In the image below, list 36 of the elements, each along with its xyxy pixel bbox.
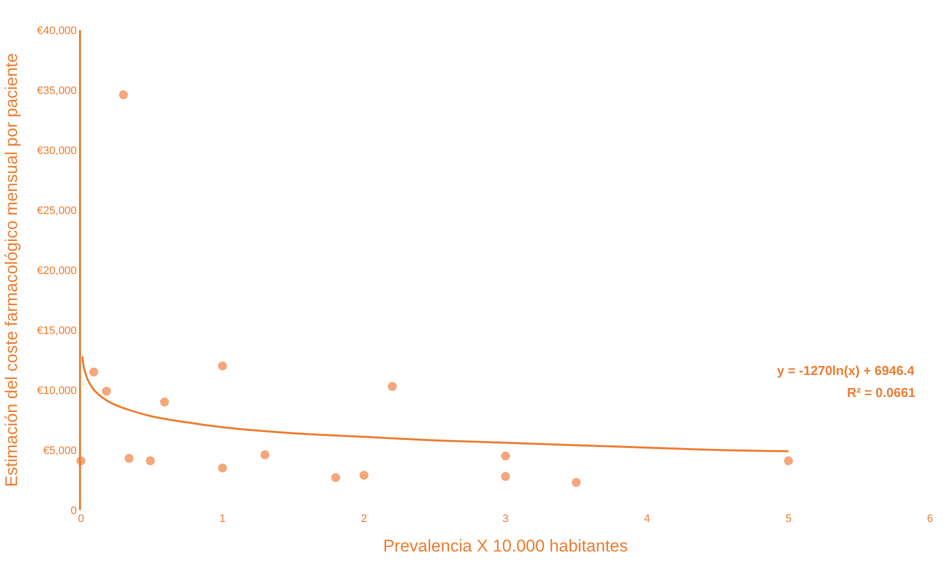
y-axis-title: Estimación del coste farmacológico mensual por paciente xyxy=(2,53,22,487)
point xyxy=(501,452,510,460)
point xyxy=(572,478,581,487)
y-tick-label: €40,000 xyxy=(37,24,77,37)
point xyxy=(124,454,134,463)
point xyxy=(160,398,169,406)
annotation: R² = 0.0661 xyxy=(847,385,916,400)
point xyxy=(218,464,227,472)
point xyxy=(102,386,111,396)
x-tick-label: 3 xyxy=(502,513,509,525)
point xyxy=(331,473,340,482)
point xyxy=(218,362,227,370)
x-axis-title: Prevalencia X 10.000 habitantes xyxy=(383,536,628,556)
x-tick-label: 2 xyxy=(360,513,368,525)
y-tick-label: 0 xyxy=(70,504,77,517)
y-tick-label: €5,000 xyxy=(43,444,77,457)
point xyxy=(501,472,510,481)
x-tick-label: 6 xyxy=(926,513,934,525)
y-tick-label: €25,000 xyxy=(37,204,77,217)
point xyxy=(118,90,128,100)
point xyxy=(388,382,397,391)
y-tick-label: €20,000 xyxy=(37,264,77,277)
x-tick-label: 0 xyxy=(78,513,84,525)
point xyxy=(89,368,98,376)
x-tick-label: 1 xyxy=(219,513,226,525)
y-tick-label: €15,000 xyxy=(37,324,77,337)
y-tick-label: €10,000 xyxy=(37,384,77,397)
point xyxy=(146,456,155,466)
y-tick-label: €30,000 xyxy=(37,144,77,157)
x-tick-label: 4 xyxy=(644,513,650,525)
y-tick-label: €35,000 xyxy=(37,84,77,97)
annotation: y = -1270ln(x) + 6946.4 xyxy=(777,363,916,378)
x-tick-label: 5 xyxy=(785,513,792,525)
point xyxy=(784,456,793,466)
point xyxy=(360,470,368,480)
point xyxy=(260,450,270,460)
